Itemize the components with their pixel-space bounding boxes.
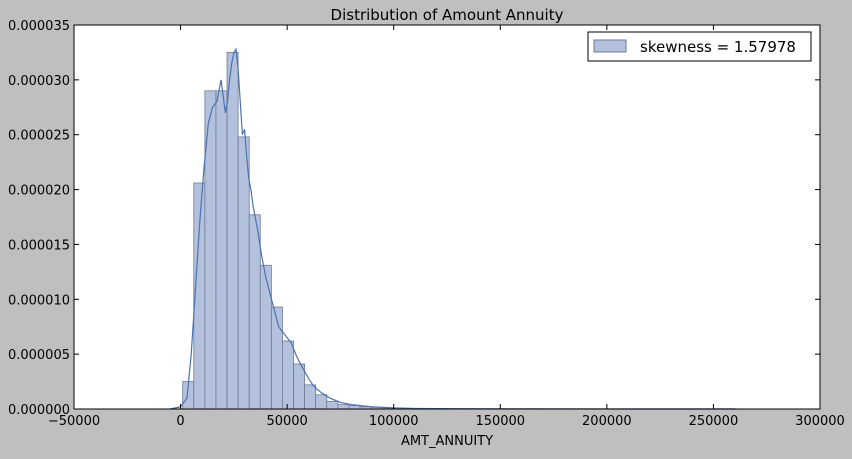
x-tick-label: 0	[176, 414, 184, 429]
histogram-bar	[227, 52, 238, 409]
y-tick-label: 0.000035	[8, 19, 70, 34]
histogram-bar	[338, 405, 349, 409]
y-tick-label: 0.000020	[8, 184, 70, 199]
histogram-bar	[238, 137, 249, 409]
histogram-bar	[305, 385, 316, 409]
x-tick-label: 300000	[795, 414, 845, 429]
histogram-bar	[316, 395, 327, 409]
histogram-bar	[294, 364, 305, 409]
histogram-bar	[327, 401, 338, 409]
y-tick-label: 0.000015	[8, 238, 70, 253]
x-axis-label: AMT_ANNUITY	[401, 434, 493, 449]
chart-title: Distribution of Amount Annuity	[331, 6, 564, 24]
y-tick-label: 0.000000	[8, 403, 70, 418]
histogram-bar	[216, 91, 227, 409]
plot-area	[74, 25, 820, 409]
histogram-bar	[260, 265, 271, 409]
legend: skewness = 1.57978	[588, 32, 811, 61]
x-tick-label: 50000	[266, 414, 307, 429]
legend-entry-label: skewness = 1.57978	[640, 38, 796, 56]
x-tick-label: 200000	[582, 414, 632, 429]
legend-swatch	[594, 40, 626, 52]
x-tick-label: 250000	[689, 414, 739, 429]
y-tick-labels: 0.000000 0.000005 0.000010 0.000015 0.000020…	[8, 19, 70, 418]
histogram-bar	[282, 341, 293, 409]
histogram-bar	[249, 215, 260, 409]
y-tick-label: 0.000010	[8, 293, 70, 308]
x-tick-label: 150000	[475, 414, 525, 429]
y-tick-label: 0.000025	[8, 129, 70, 144]
y-tick-label: 0.000030	[8, 74, 70, 89]
x-tick-label: 100000	[369, 414, 419, 429]
y-tick-label: 0.000005	[8, 348, 70, 363]
